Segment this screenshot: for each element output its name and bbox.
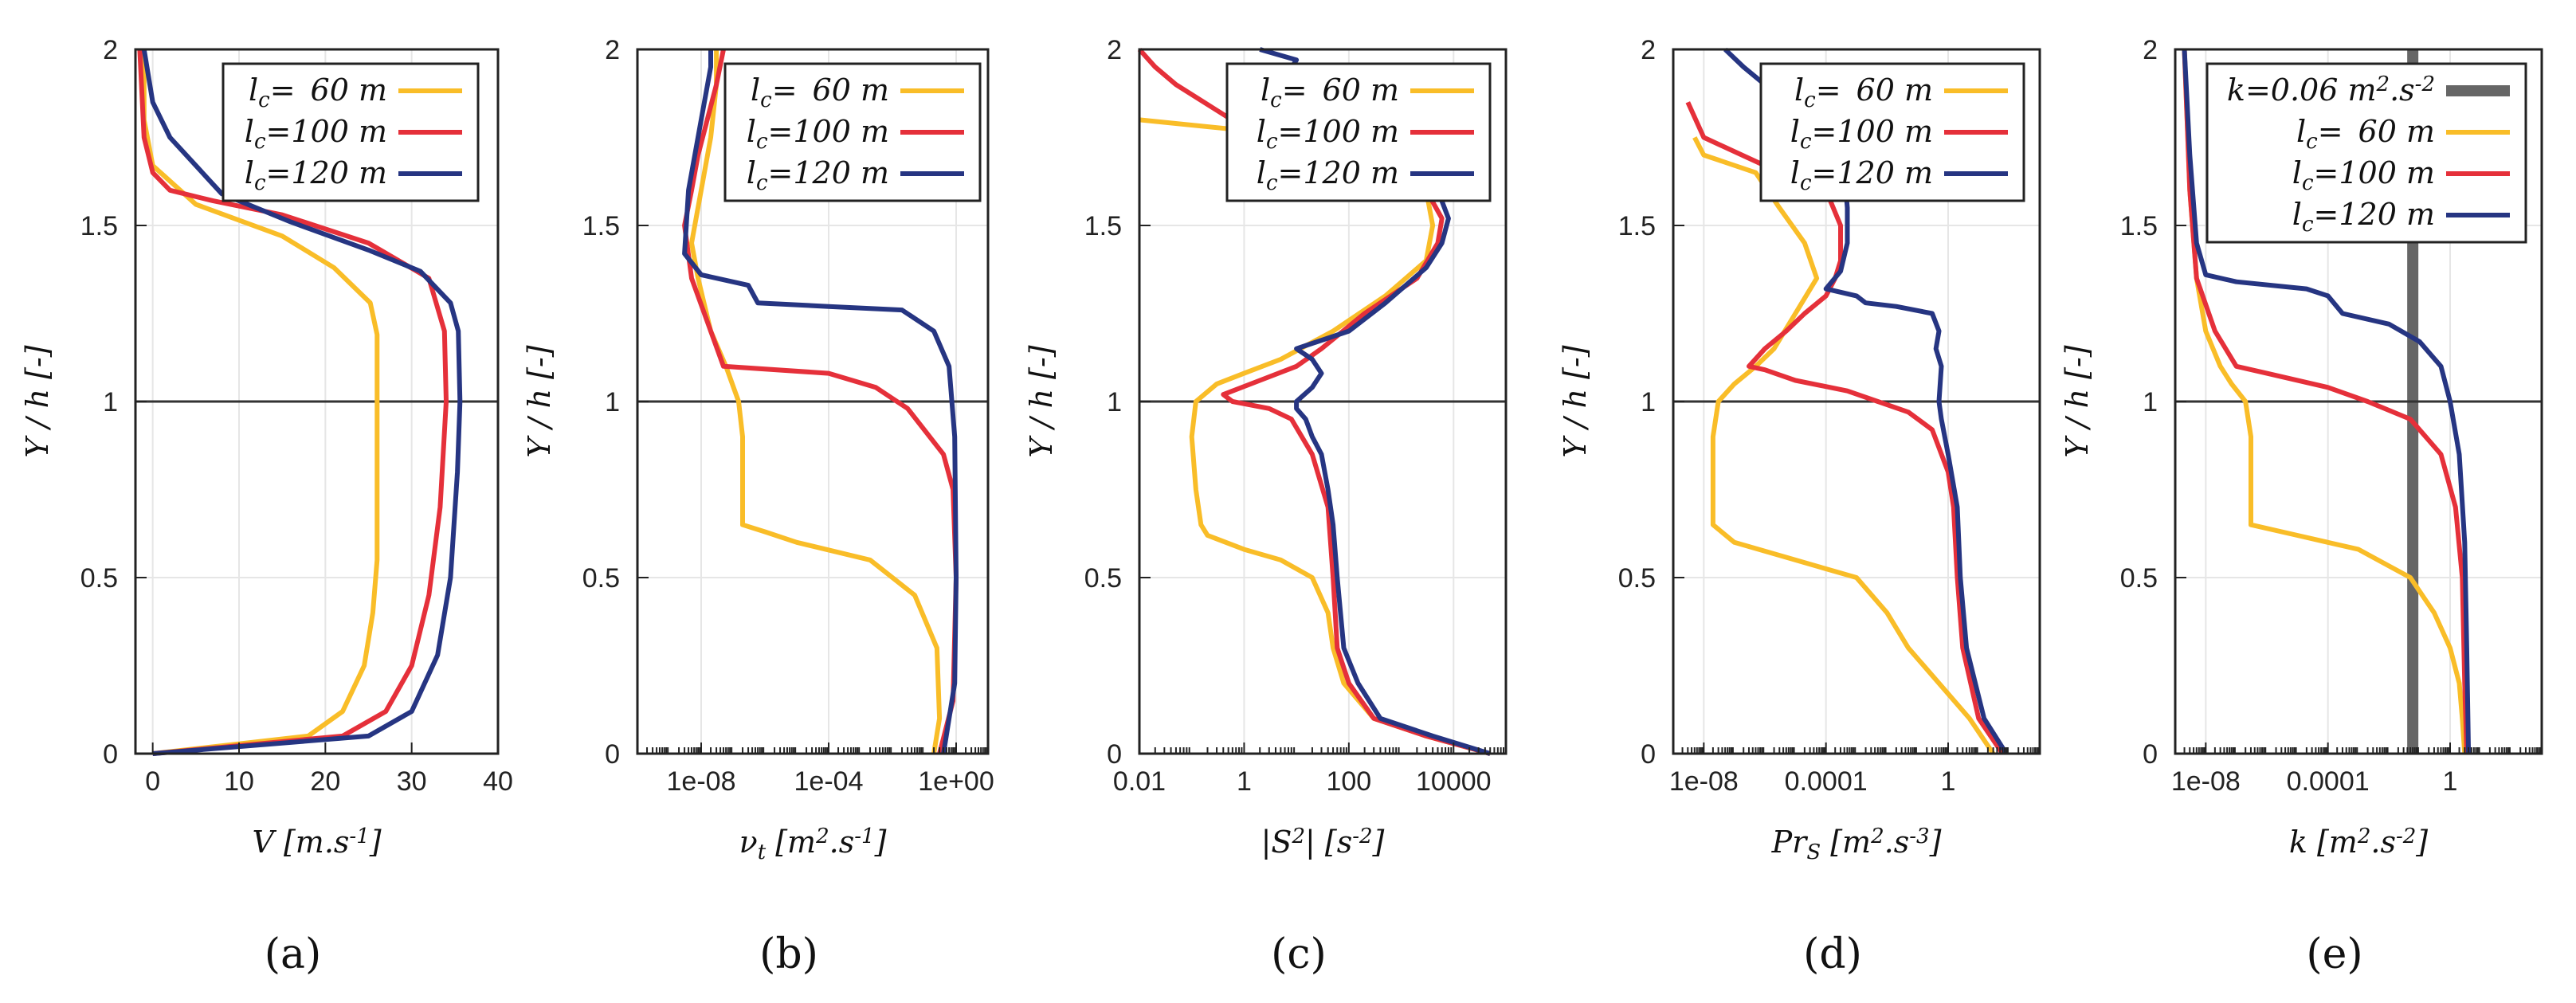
panel-label: (b) — [759, 931, 818, 978]
y-tick-label: 1 — [1107, 387, 1122, 417]
y-tick-label: 1.5 — [1084, 211, 1122, 241]
legend-label-lc100: lc=100 m — [245, 114, 387, 154]
y-axis-label: Y / h [-] — [522, 345, 557, 457]
panel-label: (e) — [2306, 931, 2362, 978]
x-tick-label: 1e+00 — [918, 766, 994, 797]
legend: lc= 60 mlc=100 mlc=120 m — [723, 62, 982, 202]
legend-label-lc60: lc= 60 m — [249, 72, 387, 112]
series-line-lc60 — [2182, 49, 2468, 754]
y-tick-label: 0.5 — [1618, 563, 1656, 594]
legend: lc= 60 mlc=100 mlc=120 m — [1225, 62, 1492, 202]
panel-label: (c) — [1271, 931, 1327, 978]
series-line-lc60 — [689, 49, 943, 754]
y-tick-label: 2 — [103, 35, 118, 65]
y-tick-label: 2 — [1641, 35, 1656, 65]
legend: k=0.06 m2.s-2 lc= 60 mlc=100 mlc=120 m — [2205, 62, 2527, 244]
y-tick-label: 1 — [605, 387, 620, 417]
x-tick-label: 0 — [145, 766, 160, 797]
legend-label-lc100: lc=100 m — [2292, 155, 2435, 195]
x-tick-label: 1 — [1237, 766, 1252, 797]
x-axis-label: V [m.s-1] — [252, 825, 381, 860]
x-tick-label: 100 — [1326, 766, 1371, 797]
x-axis-label: k [m2.s-2] — [2289, 825, 2428, 860]
legend-label-lc120: lc=120 m — [2292, 197, 2435, 237]
x-tick-label: 1e-04 — [794, 766, 864, 797]
x-tick-label: 0.0001 — [2287, 766, 2370, 797]
x-tick-label: 10000 — [1416, 766, 1492, 797]
y-tick-label: 0.5 — [582, 563, 620, 594]
x-tick-label: 1e-08 — [2171, 766, 2241, 797]
panel-d: 1e-08 0.0001 1 0 0.5 1 1.5 2 PrS [m2.s-3] Y / h [… — [1558, 35, 2041, 978]
y-axis-label: Y / h [-] — [1558, 345, 1593, 457]
panel-e: 1e-08 0.0001 1 0 0.5 1 1.5 2 k [m2.s-2] Y / h [-]… — [2060, 35, 2543, 978]
legend-label-lc60: lc= 60 m — [1794, 72, 1933, 112]
y-tick-label: 0 — [2143, 739, 2158, 770]
panel-a: 0 10 20 30 40 0 0.5 1 1.5 2 V [m.s-1] Y / h [-] (a) l… — [20, 35, 513, 978]
series-line-lc120 — [682, 49, 959, 754]
panel-b: 1e-08 1e-04 1e+00 0 0.5 1 1.5 2 νt [m2.s-1] Y / h… — [522, 35, 994, 978]
legend-label-lc60: lc= 60 m — [1261, 72, 1399, 112]
y-tick-label: 0 — [1641, 739, 1656, 770]
legend-label-lc120: lc=120 m — [1257, 155, 1399, 195]
legend: lc= 60 mlc=100 mlc=120 m — [1759, 62, 2025, 202]
x-axis-label: νt [m2.s-1] — [739, 825, 887, 864]
series-line-lc100 — [2182, 49, 2469, 754]
y-tick-label: 1.5 — [2120, 211, 2158, 241]
x-tick-label: 40 — [483, 766, 513, 797]
y-tick-label: 0.5 — [80, 563, 118, 594]
x-axis-label: PrS [m2.s-3] — [1771, 825, 1942, 864]
x-tick-label: 0.01 — [1113, 766, 1166, 797]
y-axis-label: Y / h [-] — [1024, 345, 1059, 457]
series-line-lc100 — [137, 49, 449, 756]
x-tick-label: 0.0001 — [1785, 766, 1868, 797]
y-tick-label: 2 — [605, 35, 620, 65]
legend-label-lc60: lc= 60 m — [2296, 114, 2435, 154]
x-tick-label: 20 — [310, 766, 340, 797]
series-line-lc100 — [1685, 101, 2005, 755]
y-tick-label: 2 — [2143, 35, 2158, 65]
y-tick-label: 1 — [103, 387, 118, 417]
legend-label-lc100: lc=100 m — [747, 114, 889, 154]
x-tick-label: 1 — [2443, 766, 2458, 797]
x-tick-label: 1e-08 — [1669, 766, 1739, 797]
x-tick-label: 1e-08 — [667, 766, 736, 797]
panel-c: 0.01 1 100 10000 0 0.5 1 1.5 2 |S2| [s-2] Y / h [-… — [1024, 35, 1508, 978]
legend-box — [222, 62, 480, 202]
x-tick-label: 1 — [1941, 766, 1956, 797]
x-tick-label: 10 — [224, 766, 254, 797]
legend-label-threshold: k=0.06 m2.s-2 — [2227, 72, 2435, 108]
y-tick-label: 0 — [1107, 739, 1122, 770]
panel-label: (a) — [265, 931, 322, 978]
y-tick-label: 1 — [2143, 387, 2158, 417]
series-line-lc120 — [141, 49, 463, 756]
legend-label-lc100: lc=100 m — [1790, 114, 1933, 154]
y-tick-label: 0 — [605, 739, 620, 770]
legend-label-lc60: lc= 60 m — [751, 72, 889, 112]
legend: lc= 60 mlc=100 mlc=120 m — [222, 62, 480, 202]
x-axis-label: |S2| [s-2] — [1261, 825, 1385, 860]
legend-label-lc120: lc=120 m — [245, 155, 387, 195]
y-axis-label: Y / h [-] — [2060, 345, 2095, 457]
series-line-lc60 — [141, 49, 380, 756]
series-line-lc60 — [1692, 136, 1996, 755]
y-axis-label: Y / h [-] — [20, 345, 55, 457]
y-tick-label: 0.5 — [1084, 563, 1122, 594]
y-tick-label: 0 — [103, 739, 118, 770]
legend-label-lc100: lc=100 m — [1257, 114, 1399, 154]
y-tick-label: 1.5 — [582, 211, 620, 241]
x-tick-label: 30 — [397, 766, 427, 797]
series-line-lc120 — [2182, 49, 2472, 754]
y-tick-label: 2 — [1107, 35, 1122, 65]
legend-label-lc120: lc=120 m — [1790, 155, 1933, 195]
y-tick-label: 1.5 — [80, 211, 118, 241]
legend-label-lc120: lc=120 m — [747, 155, 889, 195]
y-tick-label: 0.5 — [2120, 563, 2158, 594]
y-tick-label: 1.5 — [1618, 211, 1656, 241]
panel-label: (d) — [1803, 931, 1862, 978]
y-tick-label: 1 — [1641, 387, 1656, 417]
